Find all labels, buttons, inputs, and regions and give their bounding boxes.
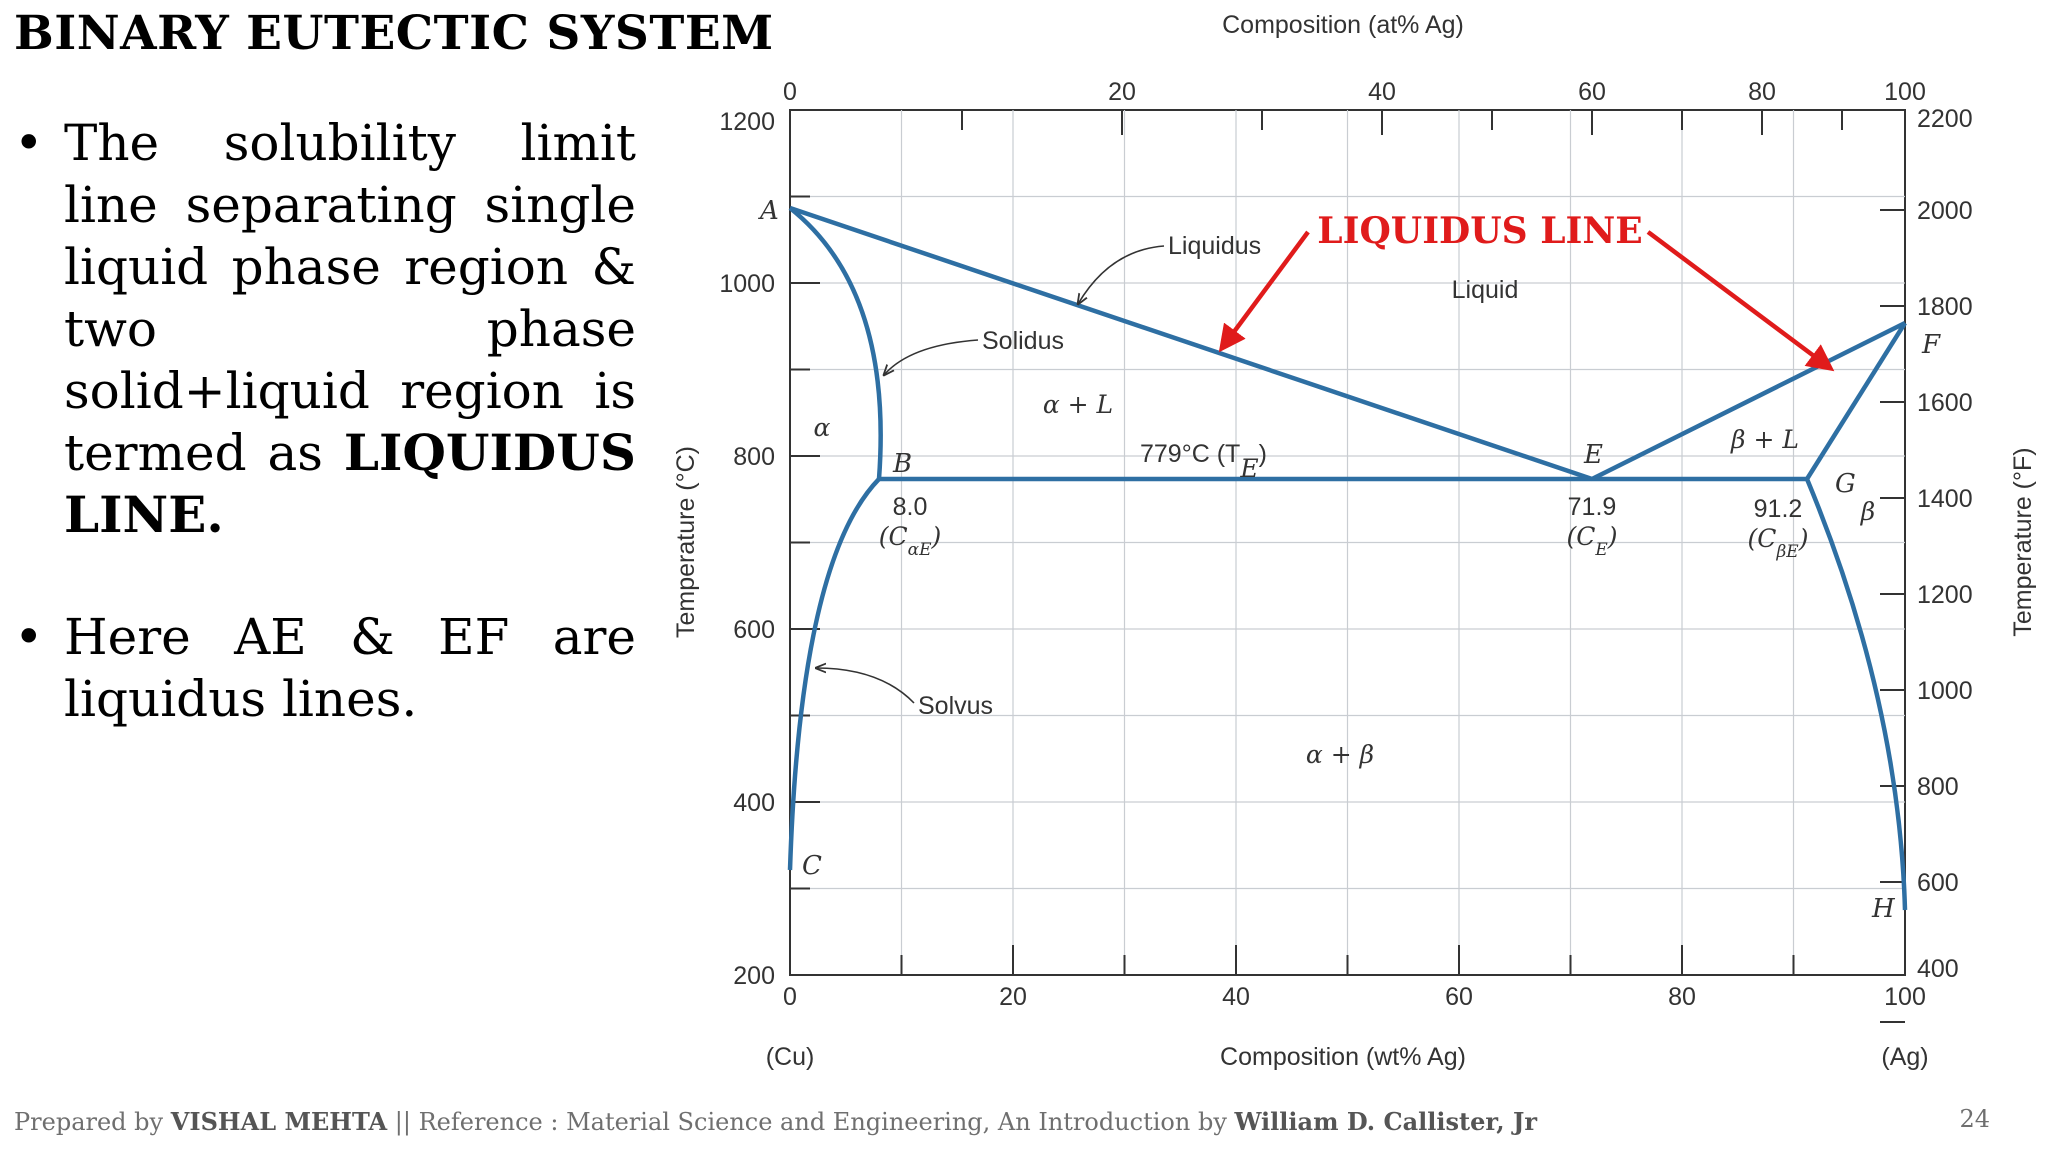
- top-axis-title: Composition (at% Ag): [1222, 11, 1464, 39]
- point-a-label: A: [758, 196, 779, 226]
- bullet-glyph: •: [14, 608, 44, 666]
- bullet-item: • Here AE & EF are liquidus lines.: [14, 606, 636, 730]
- f-tick-label: 1800: [1917, 293, 1973, 321]
- solidus-left: [788, 206, 883, 480]
- point-f-label: F: [1921, 330, 1941, 360]
- e-composition-value: 71.9: [1568, 493, 1617, 521]
- top-tick-label: 40: [1368, 78, 1396, 106]
- bottom-axis-title: Composition (wt% Ag): [1220, 1043, 1466, 1071]
- top-tick-label: 20: [1108, 78, 1136, 106]
- top-axis-labels: 0 20 40 60 80 100: [783, 78, 1926, 106]
- left-axis-title: Temperature (°C): [672, 446, 700, 638]
- region-liquid: Liquid: [1452, 276, 1519, 304]
- region-beta: β: [1860, 497, 1875, 526]
- y-tick-label: 1200: [719, 108, 775, 136]
- right-axis-title: Temperature (°F): [2009, 447, 2037, 636]
- region-beta-liquid: β + L: [1730, 425, 1799, 454]
- solvus-left: [787, 477, 881, 871]
- eutectic-temperature-label: 779°C (TE): [1140, 440, 1267, 483]
- x-tick-label: 40: [1222, 983, 1250, 1011]
- solidus-right: [1805, 321, 1907, 481]
- y-tick-label: 600: [733, 616, 775, 644]
- footer-book-author: William D. Callister, Jr: [1234, 1107, 1537, 1136]
- b-composition-symbol: (CαE): [879, 522, 942, 560]
- e-composition-symbol: (CE): [1566, 522, 1617, 560]
- solvus-right: [1804, 478, 1908, 911]
- f-tick-label: 2200: [1917, 105, 1973, 133]
- callout-arrow-right: [1646, 230, 1835, 372]
- top-tick-label: 0: [783, 78, 797, 106]
- solidus-curve-label: Solidus: [982, 327, 1064, 355]
- footer-author: VISHAL MEHTA: [170, 1107, 388, 1136]
- x-tick-label: 100: [1884, 983, 1926, 1011]
- callout-arrow-left: [1218, 230, 1310, 353]
- ag-end-label: (Ag): [1881, 1043, 1928, 1071]
- bullet-glyph: •: [14, 114, 44, 172]
- point-e-label: E: [1583, 440, 1603, 470]
- point-b-label: B: [892, 449, 912, 479]
- top-tick-label: 80: [1748, 78, 1776, 106]
- liquidus-ef: [1590, 320, 1907, 482]
- liquidus-ae: [789, 205, 1593, 482]
- bullet-item: • The solubility limit line separating s…: [14, 112, 636, 546]
- top-tick-label: 100: [1884, 78, 1926, 106]
- footer-prefix: Prepared by: [14, 1108, 164, 1136]
- liquidus-curve-label: Liquidus: [1168, 232, 1261, 260]
- top-tick-label: 60: [1578, 78, 1606, 106]
- f-tick-label: 1600: [1917, 389, 1973, 417]
- footer-credit: Prepared by VISHAL MEHTA || Reference : …: [14, 1107, 1537, 1136]
- b-composition-value: 8.0: [893, 493, 928, 521]
- f-tick-label: 400: [1917, 955, 1959, 983]
- eutectic-text: 779°C (T: [1140, 440, 1240, 468]
- slide-title: BINARY EUTECTIC SYSTEM: [14, 6, 774, 61]
- f-tick-label: 1200: [1917, 581, 1973, 609]
- f-tick-label: 1400: [1917, 485, 1973, 513]
- cu-end-label: (Cu): [766, 1043, 815, 1071]
- y-tick-label: 400: [733, 789, 775, 817]
- g-composition-symbol: (CβE): [1748, 524, 1809, 562]
- left-axis-labels: 200 400 600 800 1000 1200: [719, 108, 775, 990]
- solvus-curve-label: Solvus: [918, 692, 993, 720]
- x-tick-label: 0: [783, 983, 797, 1011]
- bottom-axis-labels: 0 20 40 60 80 100: [783, 983, 1926, 1011]
- bullet-bold-term: LIQUIDUS LINE.: [64, 423, 636, 544]
- solidus-pointer: [884, 339, 979, 375]
- solvus-pointer: [816, 668, 915, 704]
- bullet-list: • The solubility limit line separating s…: [14, 112, 636, 790]
- liquidus-line-callout: LIQUIDUS LINE: [1317, 210, 1642, 252]
- grid: [790, 110, 1905, 975]
- eutectic-close: ): [1259, 440, 1267, 468]
- x-tick-label: 60: [1445, 983, 1473, 1011]
- point-h-label: H: [1871, 894, 1896, 924]
- f-tick-label: 1000: [1917, 677, 1973, 705]
- eutectic-subscript: E: [1239, 454, 1258, 483]
- point-g-label: G: [1835, 469, 1856, 499]
- region-alpha-liquid: α + L: [1043, 390, 1113, 419]
- bullet-text: The solubility limit line separating sin…: [64, 114, 636, 482]
- y-tick-label: 200: [733, 962, 775, 990]
- f-tick-label: 600: [1917, 869, 1959, 897]
- phase-boundaries: [787, 205, 1908, 911]
- region-alpha-beta: α + β: [1306, 740, 1374, 769]
- bullet-text: Here AE & EF are liquidus lines.: [64, 608, 636, 728]
- footer-reference: || Reference : Material Science and Engi…: [387, 1108, 1227, 1136]
- f-tick-label: 800: [1917, 773, 1959, 801]
- g-composition-value: 91.2: [1754, 495, 1803, 523]
- x-tick-label: 20: [999, 983, 1027, 1011]
- liquidus-pointer: [1078, 245, 1165, 304]
- right-axis-labels: 400 600 800 1000 1200 1400 1600 1800 200…: [1917, 105, 1973, 983]
- tick-marks: [790, 110, 1905, 1023]
- x-tick-label: 80: [1668, 983, 1696, 1011]
- y-tick-label: 1000: [719, 270, 775, 298]
- page-number: 24: [1959, 1105, 1990, 1133]
- region-alpha: α: [814, 413, 831, 442]
- f-tick-label: 2000: [1917, 197, 1973, 225]
- point-c-label: C: [802, 851, 822, 881]
- y-tick-label: 800: [733, 443, 775, 471]
